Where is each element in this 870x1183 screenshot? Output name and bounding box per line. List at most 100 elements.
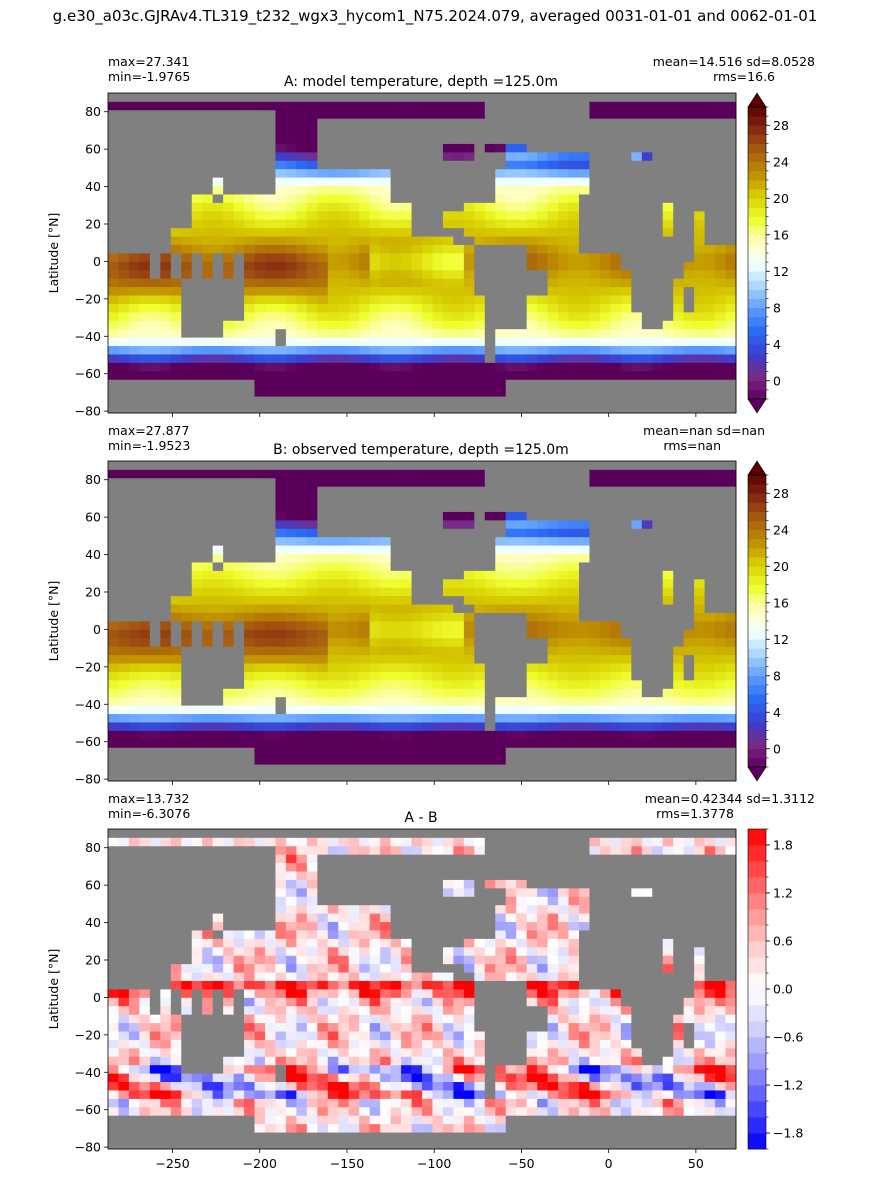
field-cell: [620, 654, 632, 664]
field-cell: [401, 722, 412, 731]
field-cell: [244, 337, 255, 347]
field-cell: [463, 303, 475, 313]
field-cell: [233, 570, 245, 580]
field-cell: [526, 562, 538, 571]
field-cell: [296, 705, 308, 715]
field-cell: [265, 713, 276, 723]
field-cell: [505, 303, 517, 313]
field-cell: [139, 1140, 151, 1150]
field-cell: [160, 545, 172, 555]
field-cell: [516, 261, 528, 271]
field-cell: [704, 261, 716, 271]
field-cell: [191, 286, 203, 296]
field-cell: [128, 177, 140, 187]
field-cell: [568, 536, 580, 546]
field-cell: [285, 713, 297, 723]
field-cell: [244, 194, 255, 203]
field-cell: [589, 747, 601, 757]
field-cell: [254, 477, 266, 487]
field-cell: [401, 101, 412, 111]
field-cell: [118, 654, 130, 664]
field-cell: [516, 1123, 528, 1133]
field-cell: [306, 151, 318, 161]
field-cell: [306, 1132, 318, 1141]
colorbar-band: [748, 107, 766, 117]
field-cell: [715, 486, 726, 496]
field-cell: [505, 477, 517, 487]
field-cell: [505, 1140, 517, 1150]
field-cell: [652, 278, 664, 288]
field-cell: [568, 772, 580, 782]
field-cell: [505, 511, 517, 521]
field-cell: [275, 562, 287, 571]
field-cell: [202, 629, 214, 639]
field-cell: [432, 236, 444, 245]
field-cell: [631, 646, 643, 656]
field-cell: [139, 177, 151, 187]
field-cell: [369, 269, 381, 279]
field-cell: [170, 1115, 182, 1125]
field-cell: [694, 219, 705, 229]
field-cell: [453, 612, 465, 622]
field-cell: [495, 519, 507, 529]
field-cell: [641, 722, 653, 731]
field-cell: [139, 654, 151, 664]
field-cell: [422, 536, 433, 546]
field-cell: [579, 604, 590, 613]
field-cell: [694, 511, 705, 521]
field-cell: [233, 679, 245, 689]
field-cell: [453, 210, 465, 220]
field-cell: [694, 637, 705, 647]
field-cell: [149, 370, 161, 380]
field-cell: [369, 236, 381, 245]
field-cell: [296, 671, 308, 681]
field-cell: [704, 227, 716, 237]
field-cell: [537, 269, 548, 279]
field-cell: [108, 578, 119, 588]
field-cell: [725, 328, 737, 338]
field-cell: [610, 679, 622, 689]
field-cell: [558, 595, 569, 605]
field-cell: [285, 477, 297, 487]
field-cell: [599, 303, 611, 313]
field-cell: [390, 354, 402, 363]
field-cell: [599, 587, 611, 597]
field-cell: [223, 671, 234, 681]
ytick-label: 20: [85, 584, 101, 599]
field-cell: [432, 503, 444, 512]
field-cell: [306, 494, 318, 504]
field-cell: [359, 587, 371, 597]
colorbar-extend-max: [747, 460, 767, 476]
field-cell: [568, 1132, 580, 1141]
field-cell: [275, 713, 287, 723]
field-cell: [369, 354, 381, 363]
field-cell: [244, 269, 255, 279]
field-cell: [610, 210, 622, 220]
field-cell: [254, 261, 266, 271]
colorbar-band: [748, 557, 766, 567]
field-cell: [516, 210, 528, 220]
field-cell: [484, 387, 496, 397]
field-cell: [128, 654, 140, 664]
field-cell: [285, 387, 297, 397]
field-cell: [589, 738, 601, 748]
field-cell: [537, 654, 548, 664]
field-cell: [694, 604, 705, 613]
field-cell: [265, 747, 276, 757]
field-cell: [579, 738, 590, 748]
field-cell: [484, 219, 496, 229]
field-cell: [579, 646, 590, 656]
field-cell: [108, 396, 119, 405]
field-cell: [589, 503, 601, 512]
field-cell: [265, 236, 276, 245]
field-cell: [474, 354, 486, 363]
field-cell: [579, 210, 590, 220]
field-cell: [694, 612, 705, 622]
field-cell: [589, 536, 601, 546]
field-cell: [547, 545, 559, 555]
field-cell: [683, 469, 695, 479]
field-cell: [338, 328, 350, 338]
field-cell: [547, 278, 559, 288]
field-cell: [170, 404, 182, 414]
field-cell: [694, 143, 705, 153]
